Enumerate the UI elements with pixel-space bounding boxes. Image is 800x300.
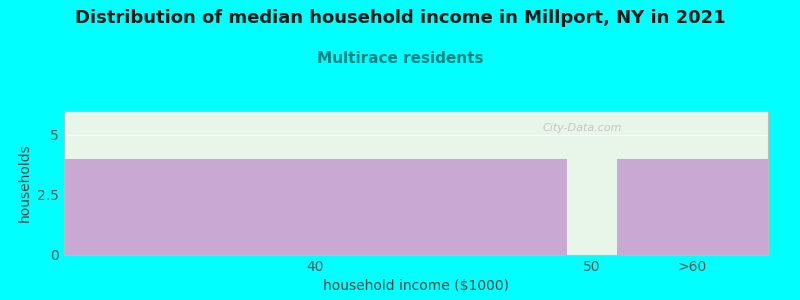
Text: Distribution of median household income in Millport, NY in 2021: Distribution of median household income …: [74, 9, 726, 27]
X-axis label: household income ($1000): household income ($1000): [323, 279, 509, 293]
Bar: [64, 159, 567, 255]
Bar: [617, 159, 768, 255]
Text: City-Data.com: City-Data.com: [542, 122, 622, 133]
Bar: [567, 195, 617, 255]
Y-axis label: households: households: [18, 144, 32, 222]
Text: Multirace residents: Multirace residents: [317, 51, 483, 66]
